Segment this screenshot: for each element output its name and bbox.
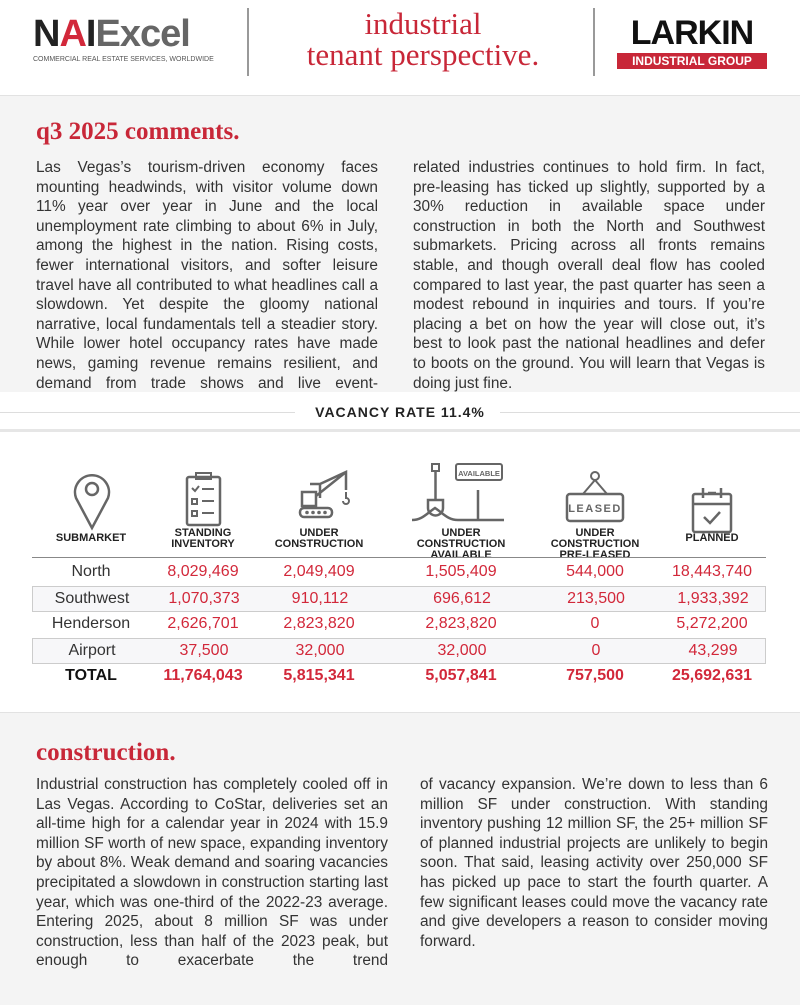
vacancy-rate: VACANCY RATE 11.4% <box>315 404 485 420</box>
shovel-available-sign-icon: AVAILABLE <box>412 463 504 522</box>
table-cell: 32,000 <box>437 642 487 659</box>
table-cell: 11,764,043 <box>163 667 243 684</box>
header-rule <box>32 557 766 558</box>
nai-tagline: COMMERCIAL REAL ESTATE SERVICES, WORLDWI… <box>33 56 214 63</box>
table-cell: 910,112 <box>291 590 349 607</box>
table-cell: 696,612 <box>433 590 491 607</box>
page-title: industrial tenant perspective. <box>258 8 588 70</box>
header: NAIExcel COMMERCIAL REAL ESTATE SERVICES… <box>0 0 800 95</box>
table-row: Airport 37,500 32,000 32,000 0 43,299 <box>32 638 766 664</box>
table-cell: 37,500 <box>179 642 229 659</box>
table-cell: 32,000 <box>295 642 345 659</box>
column-header-line: INVENTORY <box>171 538 235 550</box>
divider <box>247 8 249 76</box>
table-cell: 5,272,200 <box>676 615 748 632</box>
total-row: TOTAL 11,764,043 5,815,341 5,057,841 757,500… <box>32 664 766 690</box>
table-cell: 43,299 <box>688 642 738 659</box>
divider <box>0 412 295 413</box>
column-header-line: AVAILABLE <box>430 549 492 561</box>
comments-column-1: Las Vegas’s tourism-driven economy faces… <box>36 159 378 392</box>
table-cell: 0 <box>590 615 600 632</box>
table-cell: 0 <box>591 642 601 659</box>
column-header: UNDER CONSTRUCTION PRE-LEASED <box>525 528 665 561</box>
construction-column-2: of vacancy expansion. We’re down to less… <box>420 776 768 950</box>
comments-section: q3 2025 comments. Las Vegas’s tourism-dr… <box>0 95 800 392</box>
leased-sign-text: LEASED <box>568 503 622 515</box>
table-cell: 2,823,820 <box>283 615 355 632</box>
column-header-line: PLANNED <box>685 532 739 544</box>
column-header-line: UNDER <box>441 527 481 539</box>
table-cell: 8,029,469 <box>167 563 239 580</box>
column-header-line: UNDER <box>299 527 339 539</box>
divider <box>593 8 595 76</box>
crane-excavator-icon <box>298 470 350 519</box>
column-header-line: CONSTRUCTION <box>550 538 640 550</box>
column-header-line: SUBMARKET <box>55 532 127 544</box>
construction-title: construction. <box>36 739 176 766</box>
calendar-check-icon <box>691 488 733 534</box>
map-pin-icon <box>73 474 111 531</box>
table-cell: 18,443,740 <box>671 563 753 580</box>
submarket-name: TOTAL <box>65 667 117 684</box>
construction-section: construction. Industrial construction ha… <box>0 712 800 1005</box>
table-cell: 2,823,820 <box>425 615 497 632</box>
table-cell: 1,933,392 <box>677 590 749 607</box>
column-header-line: UNDER <box>575 527 615 539</box>
nai-excel-logo: NAIExcel COMMERCIAL REAL ESTATE SERVICES… <box>33 13 214 63</box>
clipboard-checklist-icon <box>185 472 222 527</box>
divider <box>500 412 800 413</box>
column-header: STANDING INVENTORY <box>133 528 273 550</box>
table-cell: 544,000 <box>566 563 624 580</box>
column-header-line: CONSTRUCTION <box>416 538 506 550</box>
table-cell: 1,070,373 <box>168 590 240 607</box>
table-cell: 757,500 <box>566 667 624 684</box>
table-cell: 5,057,841 <box>425 667 497 684</box>
table-row: Henderson 2,626,701 2,823,820 2,823,820 0 5,2… <box>32 612 766 638</box>
column-header: SUBMARKET <box>21 533 161 544</box>
submarket-table: AVAILABLE LEASED SUBMARKET STANDING INVENT… <box>0 432 800 712</box>
column-header-line: CONSTRUCTION <box>274 538 364 550</box>
construction-column-1: Industrial construction has completely c… <box>36 776 388 970</box>
vacancy-band: VACANCY RATE 11.4% <box>0 392 800 432</box>
table-cell: 2,049,409 <box>283 563 355 580</box>
submarket-name: Henderson <box>51 615 131 632</box>
column-header: UNDER CONSTRUCTION <box>249 528 389 550</box>
column-header-line: STANDING <box>174 527 232 539</box>
column-header: PLANNED <box>642 533 782 544</box>
comments-title: q3 2025 comments. <box>36 118 240 145</box>
available-sign-text: AVAILABLE <box>458 469 500 478</box>
column-header-line: PRE-LEASED <box>559 549 631 561</box>
table-cell: 2,626,701 <box>167 615 239 632</box>
column-header: UNDER CONSTRUCTION AVAILABLE <box>391 528 531 561</box>
submarket-name: Airport <box>68 642 116 659</box>
larkin-logo: LARKIN INDUSTRIAL GROUP <box>617 16 767 69</box>
title-line-1: industrial <box>364 6 482 41</box>
title-line-2: tenant perspective. <box>306 37 540 72</box>
larkin-wordmark: LARKIN <box>630 14 754 52</box>
table-row: Southwest 1,070,373 910,112 696,612 213,500 1… <box>32 586 766 612</box>
larkin-subtitle: INDUSTRIAL GROUP <box>617 53 767 69</box>
submarket-name: Southwest <box>54 590 130 607</box>
table-row: North 8,029,469 2,049,409 1,505,409 544,000 1… <box>32 560 766 586</box>
submarket-name: North <box>71 563 111 580</box>
leased-sign-icon: LEASED <box>565 471 625 523</box>
comments-column-2: related industries continues to hold fir… <box>413 159 765 392</box>
table-cell: 25,692,631 <box>671 667 753 684</box>
table-cell: 1,505,409 <box>425 563 497 580</box>
table-cell: 5,815,341 <box>283 667 355 684</box>
table-cell: 213,500 <box>567 590 625 607</box>
